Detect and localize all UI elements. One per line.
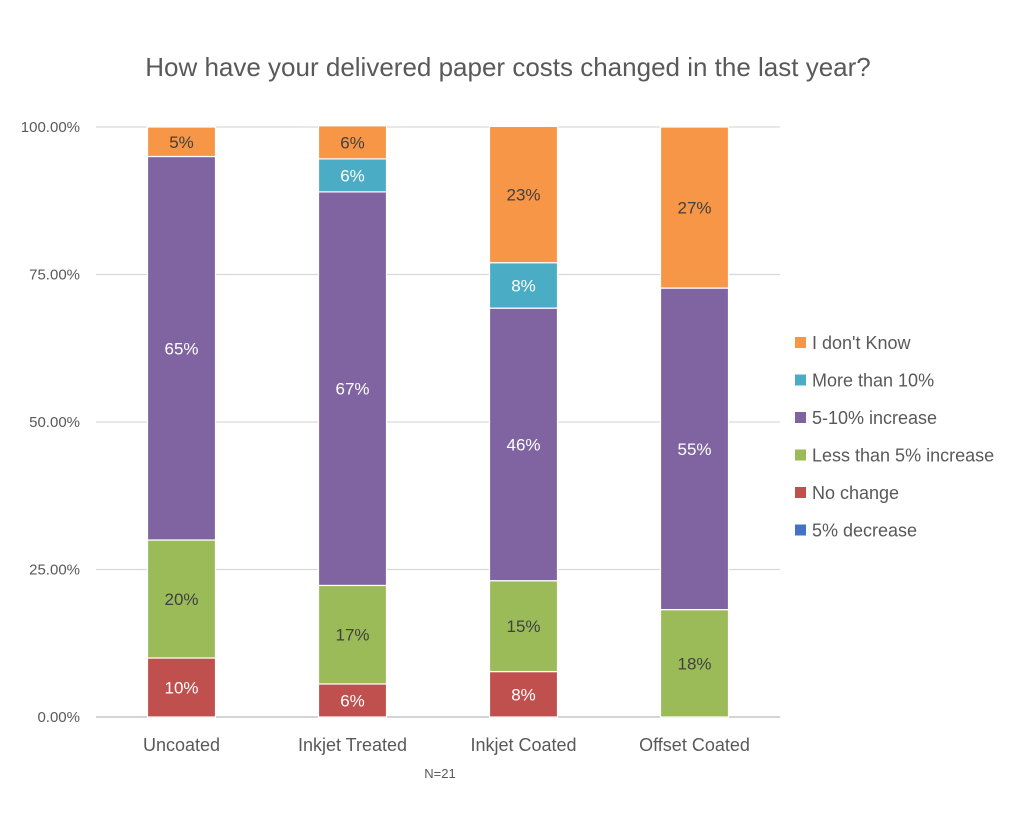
bar-segment (488, 307, 559, 582)
bar-segment (488, 125, 559, 264)
bar-segment (146, 539, 217, 659)
bar-segment (146, 126, 217, 158)
legend-label: 5-10% increase (812, 408, 937, 428)
bar-data-label: 6% (340, 691, 365, 710)
bar-data-label: 20% (164, 590, 198, 609)
y-tick-label: 100.00% (21, 119, 80, 136)
legend: I don't Know More than 10% 5-10% increase L… (795, 333, 994, 541)
bar-data-label: 17% (335, 626, 369, 645)
bar-data-label: 15% (506, 617, 540, 636)
bar-data-label: 6% (340, 166, 365, 185)
legend-swatch (795, 374, 806, 386)
y-axis-ticks: 0.00% 25.00% 50.00% 75.00% 100.00% (21, 119, 80, 726)
y-tick-label: 50.00% (29, 414, 80, 431)
bar-data-label: 46% (506, 435, 540, 454)
chart-title: How have your delivered paper costs chan… (145, 52, 871, 82)
bar-segment (659, 609, 730, 718)
bar-data-label: 23% (506, 186, 540, 205)
x-category-label: Offset Coated (639, 735, 750, 755)
bar-segment (317, 158, 388, 193)
bar-data-label: 55% (677, 440, 711, 459)
bar-data-label: 65% (164, 339, 198, 358)
y-tick-label: 0.00% (37, 709, 80, 726)
bar-data-label: 5% (169, 133, 194, 152)
bar-data-label: 10% (164, 679, 198, 698)
bar-segment (146, 657, 217, 718)
bar-data-label: 27% (677, 199, 711, 218)
legend-swatch (795, 449, 806, 461)
bar-data-label: 8% (511, 685, 536, 704)
legend-label: Less than 5% increase (812, 446, 994, 466)
x-category-label: Inkjet Treated (298, 735, 407, 755)
bar-segment (317, 191, 388, 587)
bar-data-label: 8% (511, 276, 536, 295)
legend-swatch (795, 337, 806, 348)
legend-label: No change (812, 483, 899, 503)
sample-size-note: N=21 (424, 766, 455, 781)
bar-data-label: 67% (335, 380, 369, 399)
bar-segment (488, 580, 559, 673)
bar-segment (317, 683, 388, 718)
legend-label: More than 10% (812, 371, 934, 391)
y-tick-label: 75.00% (29, 267, 80, 284)
bar-data-label: 6% (340, 133, 365, 152)
bar-segment (146, 155, 217, 541)
x-category-label: Uncoated (143, 735, 220, 755)
bar-segment (317, 125, 388, 160)
legend-swatch (795, 524, 806, 536)
bars (146, 125, 730, 718)
bar-segment (659, 287, 730, 611)
bar-segment (488, 262, 559, 309)
legend-swatch (795, 487, 806, 498)
legend-label: 5% decrease (812, 521, 917, 541)
bar-data-label: 18% (677, 654, 711, 673)
x-category-label: Inkjet Coated (470, 735, 576, 755)
data-labels: 10% 20% 65% 5% 6% 17% 67% 6% 6% 8% 15% 46% 8% 23% 18% 5… (164, 133, 711, 711)
legend-swatch (795, 412, 806, 423)
x-axis-categories: Uncoated Inkjet Treated Inkjet Coated Offse… (143, 735, 750, 755)
legend-label: I don't Know (812, 333, 912, 353)
bar-segment (488, 670, 559, 718)
bar-segment (317, 584, 388, 685)
bar-segment (659, 126, 730, 289)
y-tick-label: 25.00% (29, 562, 80, 579)
